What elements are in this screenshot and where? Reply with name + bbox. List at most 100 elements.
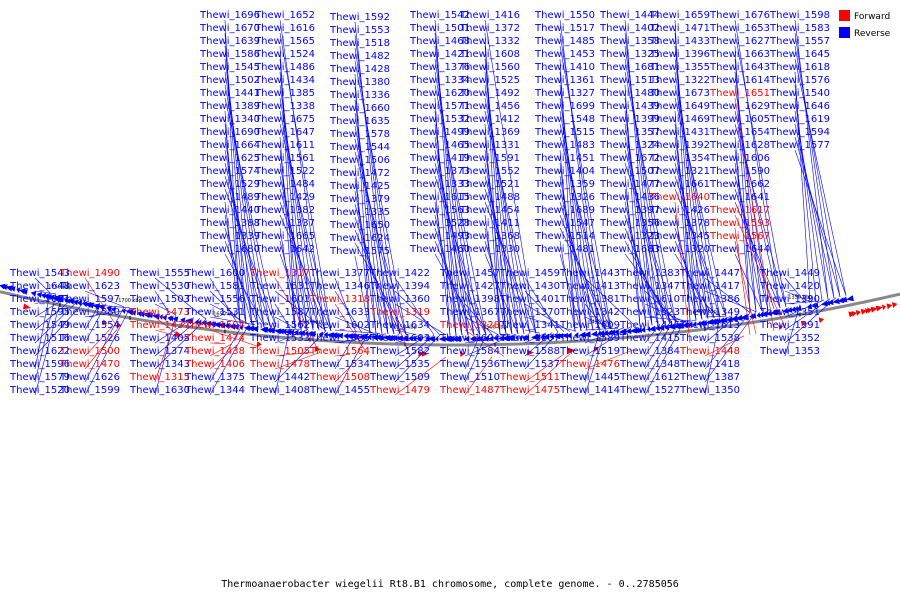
gene-label: Thewi_1410 — [534, 62, 595, 73]
label-leader-line — [274, 328, 303, 331]
gene-feature-arrow — [558, 332, 564, 339]
gene-feature-arrow — [208, 321, 216, 328]
gene-feature-arrow — [511, 335, 515, 342]
gene-feature-arrow — [43, 293, 50, 300]
label-leader-line — [524, 316, 577, 332]
gene-label: Thewi_1591 — [459, 153, 520, 164]
gene-label: Thewi_1451 — [534, 153, 595, 164]
gene-feature-arrow — [527, 349, 535, 356]
gene-label: Thewi_1357 — [599, 127, 660, 138]
label-leader-line — [274, 351, 315, 357]
gene-label: Thewi_1650 — [329, 220, 390, 231]
gene-label: Thewi_1437 — [129, 320, 190, 331]
gene-feature-arrow — [382, 334, 391, 341]
label-leader-lines — [34, 19, 847, 396]
gene-label: Thewi_1555 — [129, 268, 190, 279]
gene-label: Thewi_1582 — [369, 346, 430, 357]
gene-label: Thewi_1581 — [184, 281, 245, 292]
label-leader-line — [154, 318, 201, 357]
scale-tick-label: 1450 kbp — [588, 320, 612, 326]
gene-label: Thewi_1373 — [409, 166, 470, 177]
gene-feature-arrow — [404, 335, 409, 342]
gene-label: Thewi_1389 — [199, 101, 260, 112]
label-leader-line — [279, 240, 302, 330]
label-leader-line — [484, 110, 537, 334]
gene-label: Thewi_1511 — [499, 372, 560, 383]
gene-label: Thewi_1567 — [709, 231, 770, 242]
scale-tick-label: 1750 kbp — [48, 285, 72, 291]
gene-label: Thewi_1665 — [254, 231, 315, 242]
gene-feature-arrow — [416, 335, 422, 342]
gene-feature-arrow — [354, 333, 359, 340]
gene-feature-arrow — [435, 335, 439, 342]
gene-feature-arrow — [574, 332, 579, 339]
gene-label: Thewi_1385 — [254, 88, 315, 99]
gene-feature-arrow — [205, 320, 212, 327]
gene-feature-arrow — [587, 331, 591, 338]
label-leader-line — [34, 297, 75, 331]
gene-label: Thewi_1659 — [649, 10, 710, 21]
gene-label: Thewi_1367 — [439, 307, 500, 318]
gene-label: Thewi_1427 — [439, 281, 500, 292]
gene-label: Thewi_1516 — [9, 333, 70, 344]
label-leader-line — [154, 303, 177, 316]
gene-label: Thewi_1536 — [439, 359, 500, 370]
label-leader-line — [84, 277, 119, 329]
label-leader-line — [34, 292, 51, 370]
label-leader-line — [394, 290, 441, 336]
gene-label: Thewi_1328 — [439, 320, 500, 331]
gene-label: Thewi_1507 — [599, 166, 660, 177]
label-leader-line — [224, 214, 247, 324]
gene-label: Thewi_1333 — [409, 179, 470, 190]
genome-backbone-arc — [0, 290, 900, 347]
label-leader-line — [734, 149, 757, 312]
gene-label: Thewi_1336 — [329, 90, 390, 101]
gene-feature-arrow — [783, 307, 789, 314]
gene-label: Thewi_1476 — [559, 359, 620, 370]
gene-label: Thewi_1575 — [329, 246, 390, 257]
gene-label: Thewi_1545 — [199, 62, 260, 73]
label-leader-line — [84, 308, 137, 318]
label-leader-line — [584, 316, 613, 329]
gene-feature-arrow — [18, 288, 26, 295]
label-leader-line — [354, 112, 389, 334]
gene-label: Thewi_1627 — [709, 36, 770, 47]
gene-label: Thewi_1625 — [199, 153, 260, 164]
label-leader-line — [334, 354, 363, 383]
gene-feature-arrow — [881, 304, 887, 311]
label-leader-line — [354, 255, 371, 334]
gene-label: Thewi_1492 — [459, 88, 520, 99]
gene-feature-arrow — [67, 298, 75, 305]
gene-label: Thewi_1587 — [249, 307, 310, 318]
label-leader-line — [524, 332, 547, 344]
gene-label: Thewi_1324 — [599, 140, 660, 151]
gene-label: Thewi_1596 — [9, 359, 70, 370]
gene-label: Thewi_1493 — [409, 231, 470, 242]
gene-label: Thewi_1526 — [59, 333, 120, 344]
gene-label: Thewi_1675 — [254, 114, 315, 125]
gene-label: Thewi_1319 — [369, 307, 430, 318]
gene-label: Thewi_1320 — [649, 244, 710, 255]
gene-feature-arrow — [891, 302, 898, 308]
gene-label: Thewi_1413 — [559, 281, 620, 292]
gene-label: Thewi_1351 — [759, 307, 820, 318]
label-leader-line — [559, 240, 576, 332]
label-leader-line — [734, 136, 751, 313]
label-leader-line — [34, 290, 57, 295]
gene-label: Thewi_1372 — [459, 23, 520, 34]
gene-label: Thewi_1446 — [619, 320, 680, 331]
gene-label: Thewi_1681 — [599, 62, 660, 73]
label-leader-line — [524, 290, 565, 333]
gene-label: Thewi_1358 — [599, 36, 660, 47]
gene-feature-arrow — [826, 299, 831, 306]
gene-label: Thewi_1380 — [329, 77, 390, 88]
label-leader-line — [464, 316, 499, 335]
label-leader-line — [394, 334, 435, 370]
gene-label: Thewi_1561 — [254, 153, 315, 164]
gene-label: Thewi_1509 — [369, 372, 430, 383]
gene-label: Thewi_1340 — [199, 114, 260, 125]
gene-label: Thewi_1571 — [409, 101, 470, 112]
label-leader-line — [274, 277, 321, 353]
label-leader-line — [484, 253, 519, 335]
gene-label: Thewi_1624 — [329, 233, 390, 244]
